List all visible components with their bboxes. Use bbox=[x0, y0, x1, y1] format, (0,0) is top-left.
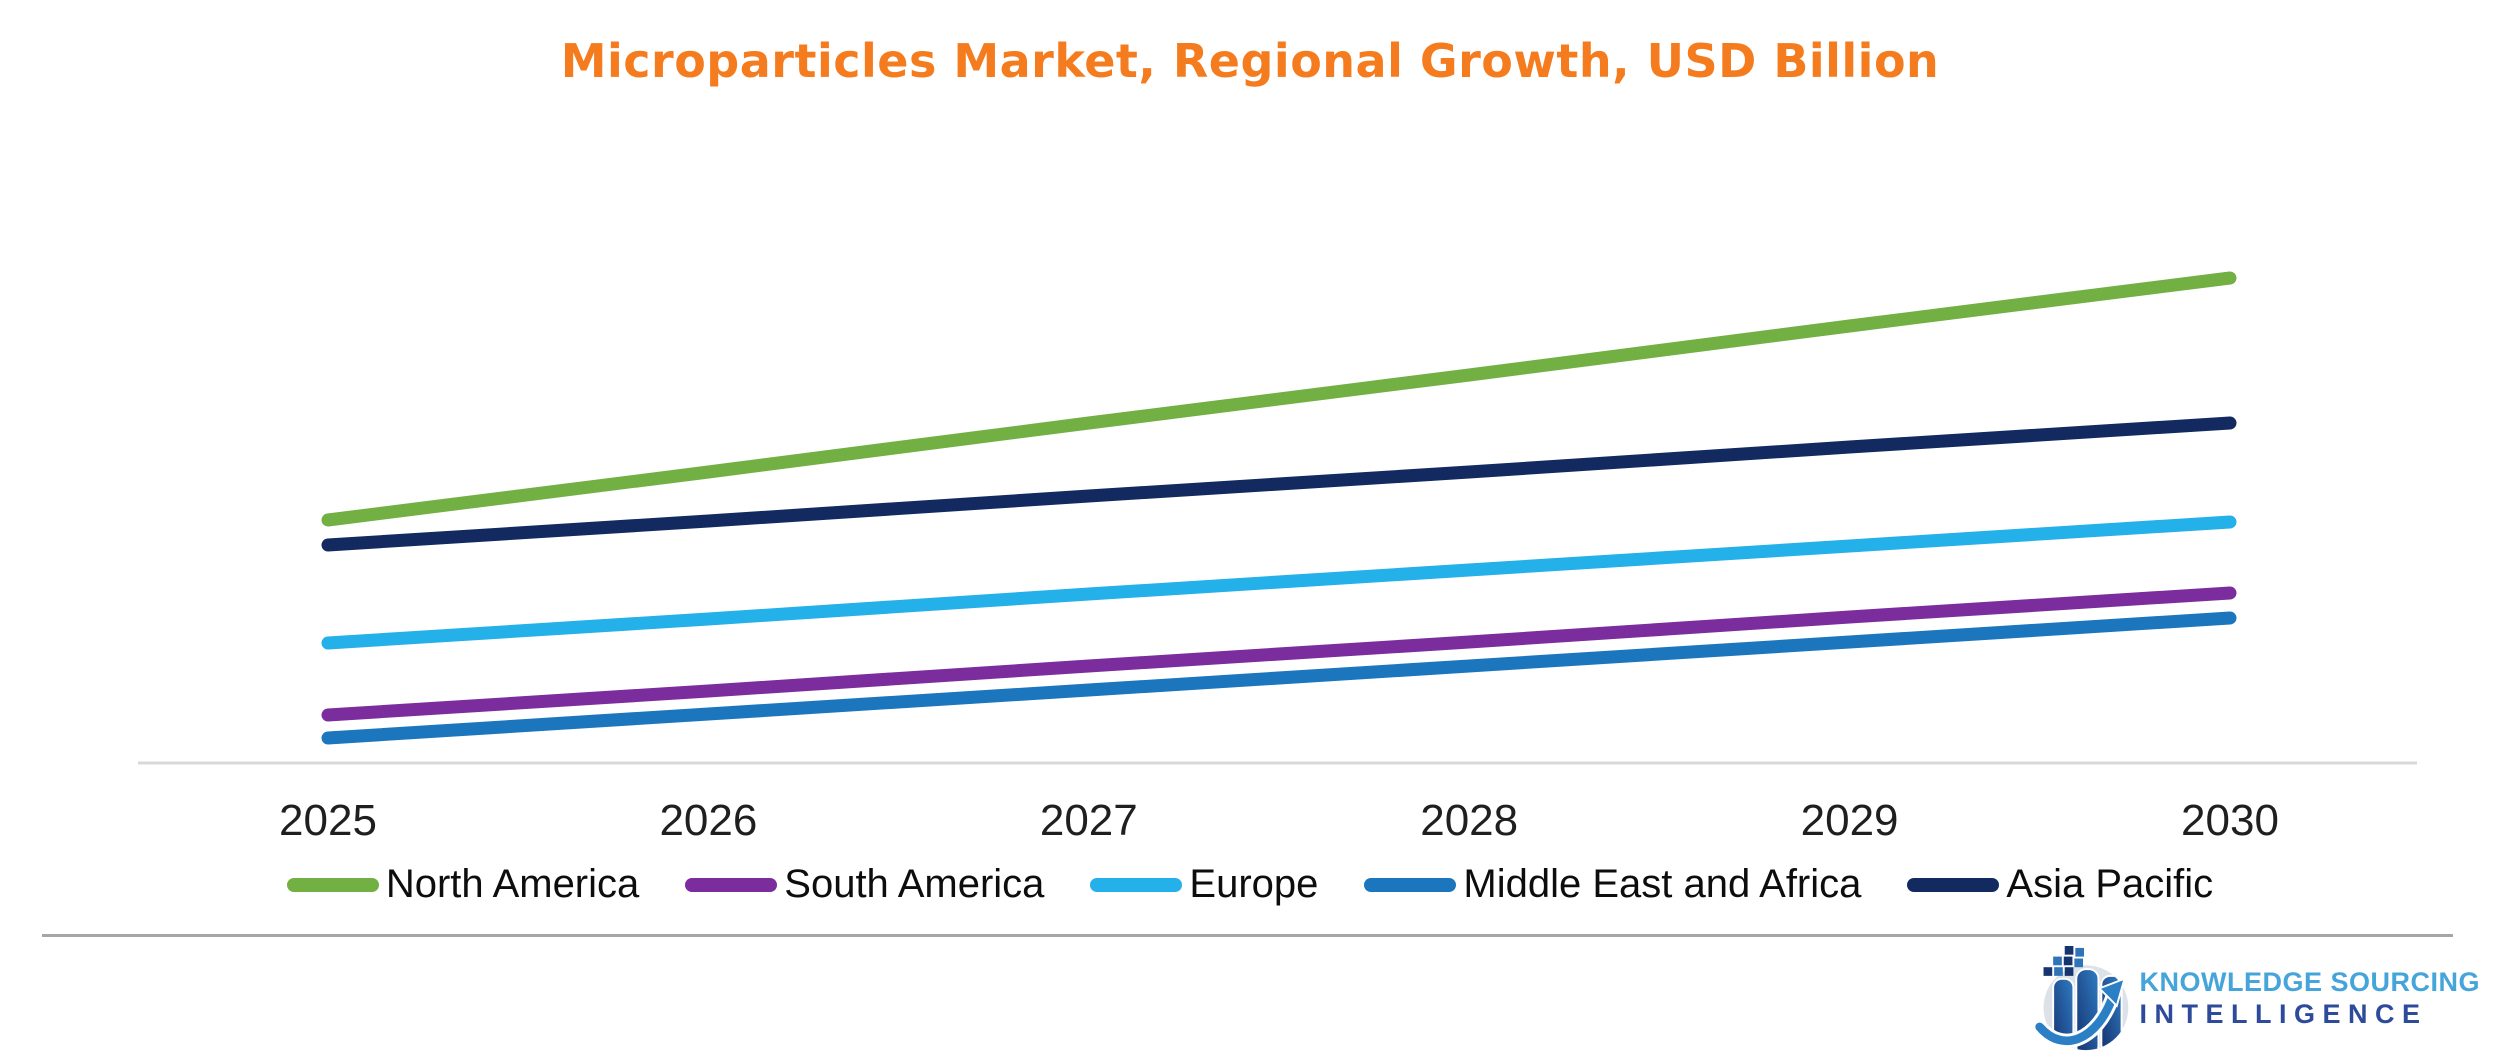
footer-separator-line bbox=[42, 934, 2453, 937]
logo-line2: INTELLIGENCE bbox=[2139, 999, 2428, 1029]
legend-label-north-america: North America bbox=[385, 862, 640, 906]
legend-label-middle-east-and-africa: Middle East and Africa bbox=[1463, 862, 1862, 906]
knowledge-sourcing-logo-icon bbox=[2035, 946, 2129, 1051]
series-line-middle-east-and-africa bbox=[321, 611, 2237, 745]
legend-marker-europe bbox=[1090, 877, 1183, 892]
logo-line1: KNOWLEDGE SOURCING bbox=[2139, 967, 2480, 998]
series-line-south-america bbox=[321, 586, 2237, 722]
x-axis-label-2028: 2028 bbox=[1420, 796, 1519, 845]
legend-marker-north-america bbox=[286, 877, 379, 892]
x-axis-label-2030: 2030 bbox=[2181, 796, 2279, 845]
x-axis-label-2027: 2027 bbox=[1039, 796, 1138, 845]
legend-marker-south-america bbox=[685, 877, 778, 892]
logo-growth-arrow bbox=[2035, 977, 2127, 1048]
legend-marker-middle-east-and-africa bbox=[1364, 877, 1457, 892]
legend-label-south-america: South America bbox=[784, 862, 1045, 906]
legend-item-south-america: South America bbox=[685, 862, 1044, 907]
chart-title: Microparticles Market, Regional Growth, … bbox=[560, 34, 1940, 88]
series-line-europe bbox=[321, 515, 2237, 650]
legend-item-middle-east-and-africa: Middle East and Africa bbox=[1364, 862, 1861, 907]
legend-label-asia-pacific: Asia Pacific bbox=[2006, 862, 2214, 906]
knowledge-sourcing-logo: KNOWLEDGE SOURCING INTELLIGENCE bbox=[2035, 946, 2480, 1052]
series-line-asia-pacific bbox=[321, 416, 2237, 552]
x-axis-label-2025: 2025 bbox=[279, 796, 377, 845]
legend: North America South America Europe Middle E… bbox=[0, 862, 2500, 907]
legend-label-europe: Europe bbox=[1189, 862, 1319, 906]
legend-item-asia-pacific: Asia Pacific bbox=[1907, 862, 2213, 907]
legend-marker-asia-pacific bbox=[1907, 877, 2000, 892]
x-axis-label-2026: 2026 bbox=[659, 796, 758, 845]
series-line-north-america bbox=[321, 271, 2237, 527]
logo-pixel-blocks bbox=[2044, 946, 2085, 976]
x-axis-label-2029: 2029 bbox=[1800, 796, 1899, 845]
legend-item-north-america: North America bbox=[286, 862, 640, 907]
legend-item-europe: Europe bbox=[1090, 862, 1318, 907]
